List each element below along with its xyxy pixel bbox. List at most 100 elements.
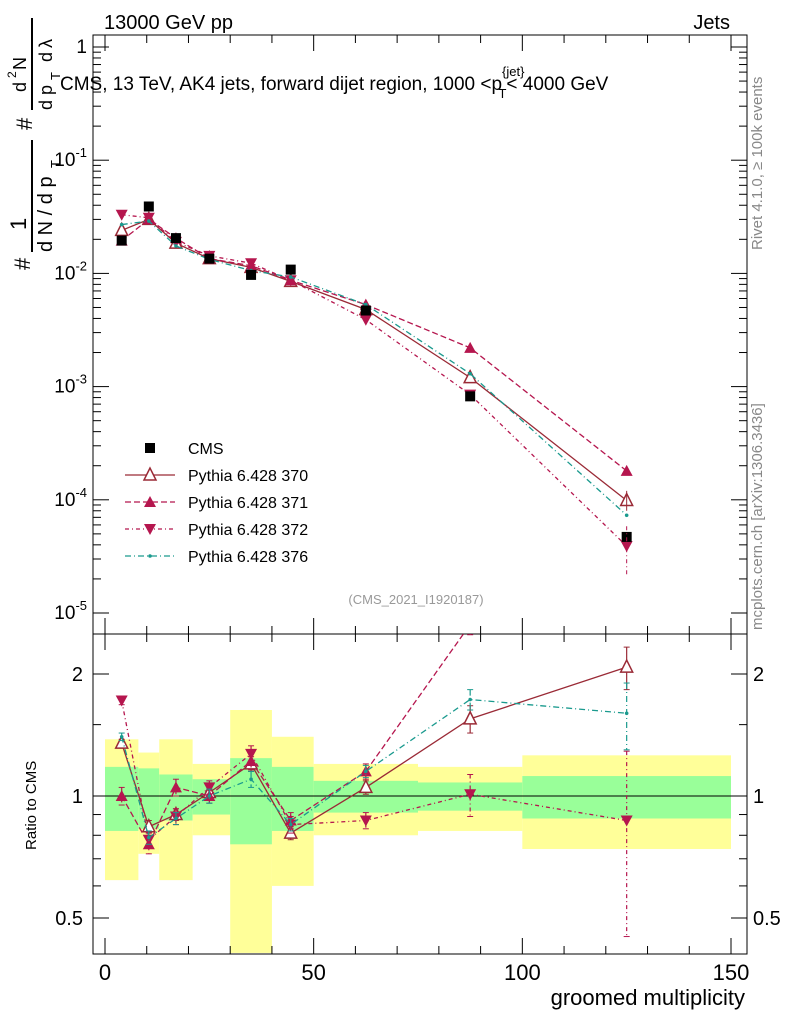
main-point-2 bbox=[245, 258, 258, 270]
chart-title-b: < 4000 GeV bbox=[506, 74, 608, 95]
main-line-1 bbox=[121, 218, 628, 472]
data-point bbox=[246, 269, 257, 280]
x-tick-label: 150 bbox=[713, 960, 750, 985]
legend-label-2: Pythia 6.428 372 bbox=[188, 522, 308, 539]
ratio-point-3 bbox=[364, 769, 368, 774]
ratio-point-3 bbox=[207, 794, 212, 798]
ratio-point-3 bbox=[249, 777, 253, 782]
svg-text:T: T bbox=[48, 72, 63, 80]
svg-text:2: 2 bbox=[5, 71, 19, 78]
legend-label-1: Pythia 6.428 371 bbox=[188, 495, 308, 512]
chart-title-a: CMS, 13 TeV, AK4 jets, forward dijet reg… bbox=[60, 74, 502, 95]
analysis-tag: (CMS_2021_I1920187) bbox=[348, 592, 483, 607]
chart-title: CMS, 13 TeV, AK4 jets, forward dijet reg… bbox=[60, 64, 609, 101]
ratio-point-3 bbox=[288, 822, 293, 827]
legend-marker-data bbox=[145, 443, 155, 453]
svg-text:#: # bbox=[10, 257, 35, 270]
ratio-point-2 bbox=[620, 815, 633, 827]
main-axes: 1 10-1 10-2 10-3 10-4 10-5 bbox=[54, 35, 747, 634]
main-point-2 bbox=[115, 209, 128, 221]
svg-text:d p: d p bbox=[36, 85, 56, 110]
y-tick-label: 10-4 bbox=[54, 485, 87, 511]
svg-text:N: N bbox=[10, 57, 30, 70]
xlabel: groomed multiplicity bbox=[551, 985, 745, 1010]
data-point bbox=[621, 531, 632, 542]
y-tick-label: 10-3 bbox=[54, 372, 87, 398]
data-point bbox=[143, 201, 154, 212]
main-point-3 bbox=[624, 513, 629, 518]
ratio-ylabel: Ratio to CMS bbox=[23, 761, 40, 850]
main-point-2 bbox=[142, 212, 155, 224]
svg-text:#: # bbox=[12, 117, 37, 130]
ratio-point-2 bbox=[115, 695, 128, 707]
main-point-2 bbox=[359, 314, 372, 326]
header-left: 13000 GeV pp bbox=[104, 12, 233, 34]
main-series bbox=[114, 201, 634, 575]
ratio-point-2 bbox=[245, 748, 258, 760]
legend-label-data: CMS bbox=[188, 441, 224, 458]
x-tick-label: 50 bbox=[301, 960, 325, 985]
ratio-point-2 bbox=[464, 789, 477, 801]
ratio-point-3 bbox=[174, 816, 178, 821]
band-inner bbox=[138, 768, 160, 829]
data-point bbox=[116, 235, 127, 246]
main-point-1 bbox=[620, 464, 633, 476]
data-point bbox=[170, 233, 181, 244]
main-line-0 bbox=[121, 218, 628, 502]
main-point-1 bbox=[464, 341, 477, 353]
ratio-point-1 bbox=[169, 781, 182, 793]
legend-label-3: Pythia 6.428 376 bbox=[188, 549, 308, 566]
y-tick-label: 10-2 bbox=[54, 258, 87, 284]
y-tick-label: 10-1 bbox=[54, 145, 87, 171]
ratio-tick-label-left: 1 bbox=[72, 786, 83, 808]
svg-text:λ: λ bbox=[36, 39, 56, 48]
svg-text:1: 1 bbox=[6, 218, 31, 230]
ratio-tick-label-right: 0.5 bbox=[753, 908, 781, 930]
main-ylabel: # 1 d N / d p T # d 2 N d p T d λ bbox=[5, 18, 63, 270]
svg-text:d: d bbox=[36, 52, 56, 62]
main-point-3 bbox=[174, 244, 178, 248]
svg-text:T: T bbox=[48, 160, 63, 168]
ratio-axes: 0.5 0.5 1 1 2 2 0 50 100 150 bbox=[55, 634, 781, 985]
data-point bbox=[285, 264, 296, 275]
ratio-point-3 bbox=[468, 697, 472, 702]
chart-title-sup: {jet} bbox=[502, 64, 525, 79]
ratio-point-3 bbox=[624, 711, 629, 716]
svg-text:d N / d p: d N / d p bbox=[35, 176, 57, 252]
ratio-point-3 bbox=[119, 734, 124, 739]
main-point-2 bbox=[620, 541, 633, 553]
header-right: Jets bbox=[693, 12, 730, 34]
ratio-point-0 bbox=[462, 710, 478, 725]
ratio-uncertainty-bands bbox=[105, 710, 731, 953]
ratio-point-0 bbox=[358, 778, 374, 794]
ratio-point-0 bbox=[283, 824, 298, 839]
ratio-panel-frame bbox=[92, 633, 748, 955]
main-point-3 bbox=[288, 275, 293, 279]
rivet-label: Rivet 4.1.0, ≥ 100k events bbox=[749, 77, 766, 250]
data-point bbox=[204, 253, 215, 264]
legend-marker-0 bbox=[142, 466, 158, 481]
data-point bbox=[360, 305, 371, 316]
main-line-2 bbox=[121, 214, 628, 547]
ratio-tick-label-left: 2 bbox=[72, 664, 83, 686]
ratio-point-1 bbox=[464, 618, 476, 629]
main-point-3 bbox=[119, 222, 124, 227]
ratio-point-2 bbox=[203, 782, 216, 794]
ratio-point-0 bbox=[619, 658, 634, 673]
chart-title-sub: T bbox=[498, 86, 506, 101]
main-point-3 bbox=[468, 371, 472, 376]
legend: CMS Pythia 6.428 370 Pythia 6.428 371 Pythi… bbox=[125, 441, 308, 566]
mcplots-label: mcplots.cern.ch [arXiv:1306.3436] bbox=[749, 403, 766, 630]
x-tick-label: 0 bbox=[99, 960, 111, 985]
ratio-point-3 bbox=[147, 835, 151, 840]
svg-text:d: d bbox=[10, 82, 30, 92]
ratio-point-2 bbox=[359, 815, 372, 827]
data-point bbox=[465, 391, 476, 402]
legend-marker-1 bbox=[144, 496, 156, 507]
y-tick-label: 1 bbox=[76, 37, 87, 58]
legend-marker-3 bbox=[148, 554, 152, 558]
legend-label-0: Pythia 6.428 370 bbox=[188, 468, 308, 485]
legend-marker-2 bbox=[144, 524, 156, 535]
ratio-tick-label-right: 2 bbox=[753, 664, 764, 686]
